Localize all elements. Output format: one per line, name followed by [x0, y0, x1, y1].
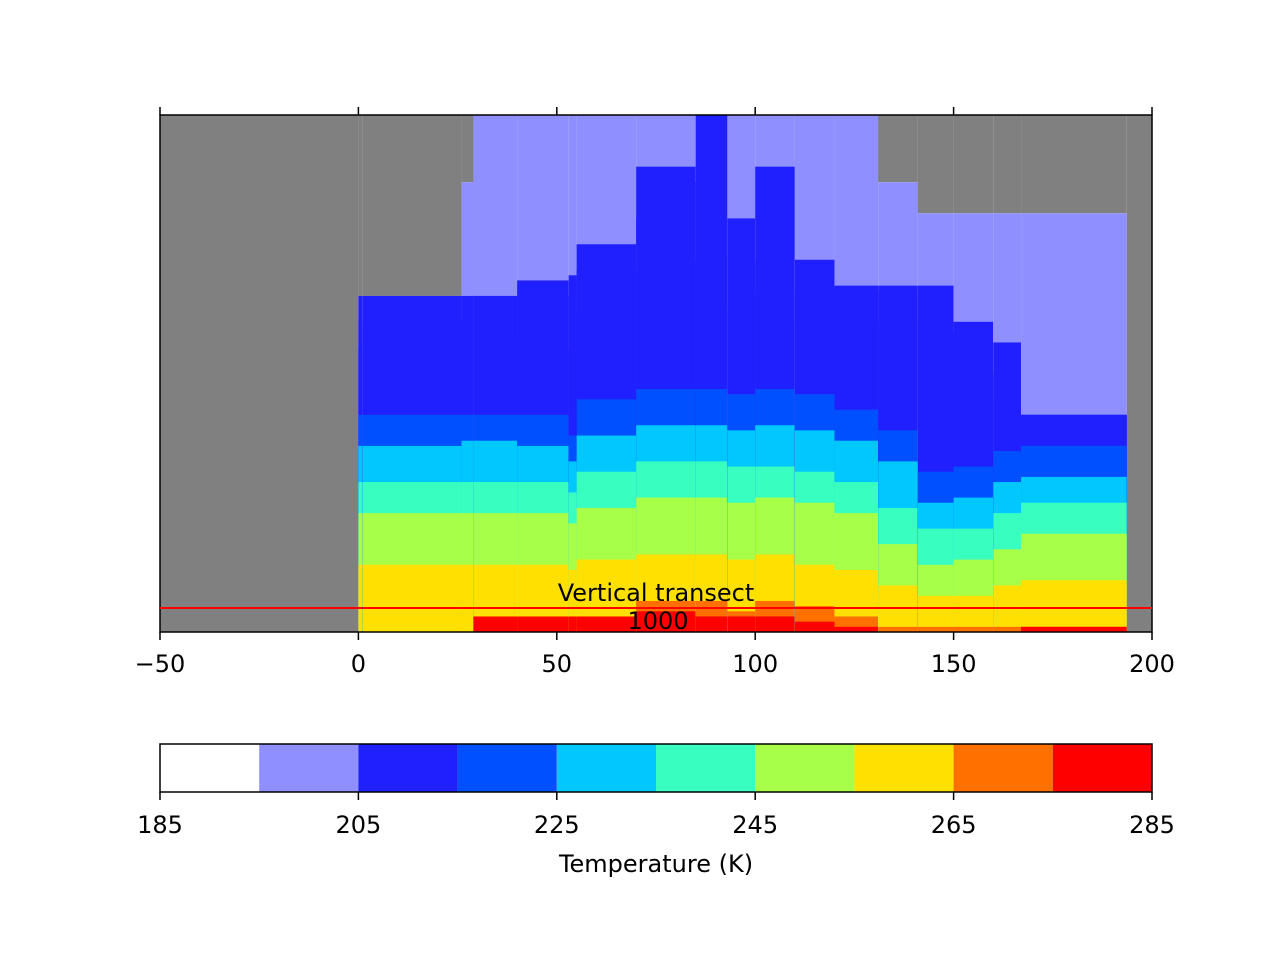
heatmap-cell: [755, 616, 796, 632]
colorbar-label: Temperature (K): [558, 850, 753, 878]
colorbar-segment: [160, 744, 260, 792]
colorbar-segment: [358, 744, 458, 792]
heatmap-cell: [794, 621, 836, 632]
x-tick-label: 50: [542, 650, 573, 678]
heatmap-cell: [695, 616, 728, 632]
x-tick-label: 100: [732, 650, 778, 678]
plot-area: [160, 115, 1152, 633]
colorbar-tick-label: 285: [1129, 811, 1175, 839]
colorbar-segment: [755, 744, 855, 792]
heatmap-cell: [576, 616, 637, 632]
colorbar-frame: [159, 743, 1153, 793]
colorbar-tick-label: 205: [335, 811, 381, 839]
heatmap-cell: [473, 616, 518, 632]
heatmap-cell: [568, 569, 578, 632]
colorbar-segment: [457, 744, 557, 792]
x-tick-label: 200: [1129, 650, 1175, 678]
masked-region: [1126, 115, 1152, 632]
heatmap-cell: [362, 564, 463, 632]
heatmap-cell: [358, 564, 363, 632]
colorbar-segment: [556, 744, 656, 792]
x-tick-label: −50: [135, 650, 186, 678]
colorbar: [160, 744, 1152, 792]
heatmap-cell: [517, 616, 570, 632]
transect-label: Vertical transect: [558, 579, 755, 607]
colorbar-segment: [854, 744, 954, 792]
colorbar-segment: [259, 744, 359, 792]
heatmap-cell: [834, 626, 879, 632]
heatmap-cell: [953, 626, 994, 632]
x-tick-label: 150: [931, 650, 977, 678]
colorbar-ticks: 185 205 225 245 265 285: [137, 792, 1175, 839]
heatmap-cell: [636, 611, 697, 632]
heatmap-cell: [727, 616, 756, 632]
heatmap-cell: [917, 595, 955, 632]
heatmap-cell: [878, 626, 919, 632]
x-axis-ticks: −50 0 50 100 150 200: [135, 107, 1175, 678]
heatmap-cell: [993, 626, 1022, 632]
heatmap-cell: [568, 616, 578, 632]
colorbar-tick-label: 265: [931, 811, 977, 839]
colorbar-segment: [1052, 744, 1152, 792]
colorbar-tick-label: 225: [534, 811, 580, 839]
colorbar-tick-label: 185: [137, 811, 183, 839]
heatmap-cell: [953, 595, 994, 632]
x-tick-label: 0: [351, 650, 366, 678]
heatmap-cell: [1021, 626, 1127, 632]
heatmap-cell: [1021, 580, 1127, 632]
masked-region: [160, 115, 359, 632]
colorbar-segment: [953, 744, 1053, 792]
plot-frame: [159, 114, 1153, 633]
transect-value-label: 1000: [627, 607, 688, 635]
colorbar-segment: [656, 744, 756, 792]
heatmap-cell: [461, 564, 474, 632]
colorbar-tick-label: 245: [732, 811, 778, 839]
heatmap-cell: [917, 626, 955, 632]
